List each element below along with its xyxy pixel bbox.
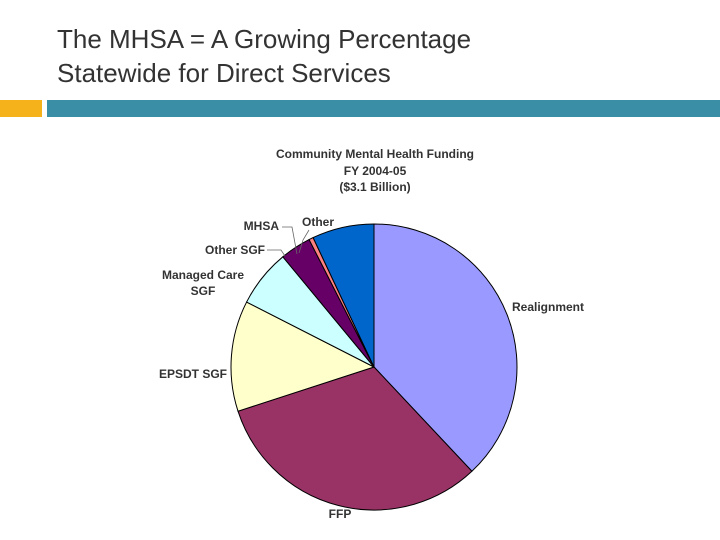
accent-bar bbox=[0, 100, 42, 117]
pie-slices bbox=[230, 223, 518, 511]
slice-label-epsdt-sgf: EPSDT SGF bbox=[159, 367, 227, 381]
chart-title-line-1: Community Mental Health Funding bbox=[276, 147, 474, 161]
slide-title-line-1: The MHSA = A Growing Percentage bbox=[57, 24, 472, 54]
slice-labels: Realignment FFP EPSDT SGF Managed Care SGF Ot… bbox=[159, 215, 584, 521]
slice-label-mhsa: MHSA bbox=[244, 219, 280, 233]
slice-label-realignment: Realignment bbox=[512, 300, 584, 314]
leader-line-mhsa bbox=[282, 226, 298, 255]
chart-title-line-3: ($3.1 Billion) bbox=[339, 180, 410, 194]
pie-slice-epsdt-sgf bbox=[230, 301, 376, 412]
leader-lines bbox=[267, 226, 310, 257]
pie-slice-realignment bbox=[373, 223, 518, 472]
leader-line-other bbox=[298, 229, 310, 254]
pie-slice-other bbox=[312, 223, 375, 368]
slide-title: The MHSA = A Growing Percentage Statewid… bbox=[57, 22, 471, 90]
slice-label-other-sgf: Other SGF bbox=[205, 243, 265, 257]
slide-title-line-2: Statewide for Direct Services bbox=[57, 58, 391, 88]
slice-label-ffp: FFP bbox=[329, 507, 352, 521]
leader-line-other-sgf bbox=[267, 249, 286, 257]
slice-label-managed-care-sgf-2: SGF bbox=[191, 284, 216, 298]
pie-slice-ffp bbox=[237, 366, 473, 511]
chart-title-line-2: FY 2004-05 bbox=[344, 164, 407, 178]
slice-label-other: Other bbox=[302, 215, 334, 229]
slice-label-managed-care-sgf-1: Managed Care bbox=[162, 268, 244, 282]
header-band bbox=[47, 100, 720, 117]
